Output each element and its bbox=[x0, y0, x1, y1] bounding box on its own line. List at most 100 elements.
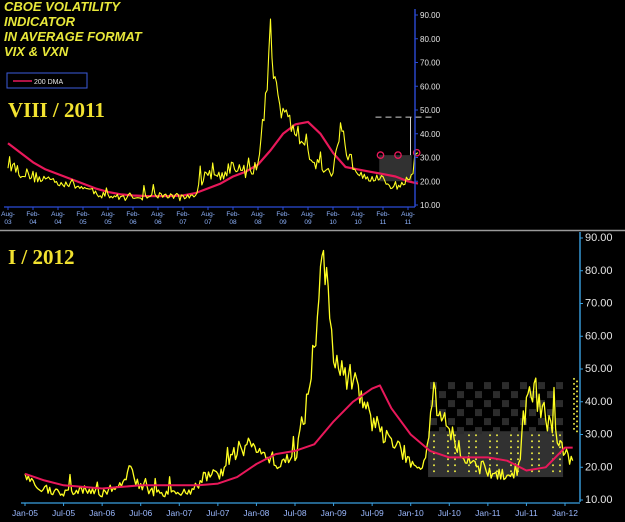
checker-cell bbox=[484, 382, 491, 390]
checker-cell bbox=[466, 418, 473, 426]
checker-cell bbox=[529, 391, 536, 399]
checker-cell bbox=[520, 400, 527, 408]
y-tick-label: 70.00 bbox=[585, 298, 613, 310]
dot-marker bbox=[576, 425, 578, 428]
y-tick-label: 80.00 bbox=[585, 265, 613, 277]
x-tick-label: 09 bbox=[304, 219, 312, 226]
checker-cell bbox=[484, 418, 491, 426]
x-tick-label: 09 bbox=[279, 219, 287, 226]
checker-cell bbox=[511, 391, 518, 399]
checker-cell bbox=[493, 427, 500, 435]
dot-marker bbox=[576, 420, 578, 423]
x-tick-label: 06 bbox=[129, 219, 137, 226]
dot-marker bbox=[433, 434, 435, 437]
dot-marker bbox=[538, 464, 540, 467]
dot-marker bbox=[531, 464, 533, 467]
dot-marker bbox=[496, 464, 498, 467]
dot-marker bbox=[496, 434, 498, 437]
x-tick-label: Aug- bbox=[101, 211, 115, 218]
x-tick-label: Feb- bbox=[326, 211, 339, 218]
dot-marker bbox=[510, 470, 512, 473]
checker-cell bbox=[511, 427, 518, 435]
pivot-circle-2 bbox=[412, 148, 421, 157]
bottom-y-axis: 10.00 20.00 30.00 40.00 50.00 60.00 70.00 80.00… bbox=[579, 232, 613, 506]
x-tick-label: Jul-10 bbox=[438, 508, 461, 518]
x-tick-label: 05 bbox=[104, 219, 112, 226]
checker-cell bbox=[538, 400, 545, 408]
dot-marker bbox=[510, 452, 512, 455]
dot-marker bbox=[531, 458, 533, 461]
y-tick-label: 60.00 bbox=[420, 82, 441, 91]
x-tick-label: Jul-07 bbox=[206, 508, 229, 518]
header-title-line-2: INDICATOR bbox=[4, 14, 76, 29]
x-tick-label: Aug- bbox=[151, 211, 165, 218]
dot-marker bbox=[496, 470, 498, 473]
x-tick-label: Jan-11 bbox=[475, 508, 501, 518]
bottom-ma-series bbox=[24, 384, 573, 490]
x-tick-label: 10 bbox=[329, 219, 337, 226]
dot-marker bbox=[489, 446, 491, 449]
dot-marker bbox=[454, 470, 456, 473]
y-tick-label: 60.00 bbox=[585, 330, 613, 342]
checker-cell bbox=[466, 400, 473, 408]
dot-marker bbox=[433, 440, 435, 443]
checker-cell bbox=[493, 391, 500, 399]
dot-marker bbox=[475, 452, 477, 455]
dot-marker bbox=[573, 412, 575, 415]
dot-marker bbox=[538, 458, 540, 461]
x-tick-label: Aug- bbox=[201, 211, 215, 218]
dot-marker bbox=[510, 464, 512, 467]
header-title-line-1: CBOE VOLATILITY bbox=[4, 0, 121, 14]
dot-marker bbox=[475, 434, 477, 437]
checker-cell bbox=[502, 382, 509, 390]
x-tick-label: 03 bbox=[4, 219, 12, 226]
checker-cell bbox=[448, 400, 455, 408]
checker-cell bbox=[547, 391, 554, 399]
checker-cell bbox=[520, 382, 527, 390]
y-tick-label: 20.00 bbox=[585, 461, 613, 473]
x-tick-label: Feb- bbox=[376, 211, 389, 218]
y-tick-label: 30.00 bbox=[585, 429, 613, 441]
dot-marker bbox=[454, 458, 456, 461]
dot-marker bbox=[447, 458, 449, 461]
bottom-panel-decorations bbox=[428, 377, 578, 478]
dot-marker bbox=[468, 434, 470, 437]
checker-cell bbox=[475, 391, 482, 399]
checker-cell bbox=[493, 409, 500, 417]
x-tick-label: Jul-09 bbox=[361, 508, 384, 518]
dot-marker bbox=[573, 377, 575, 380]
x-tick-label: Feb- bbox=[226, 211, 239, 218]
x-tick-label: Jul-06 bbox=[129, 508, 152, 518]
dot-marker bbox=[576, 405, 578, 408]
price-line bbox=[7, 18, 419, 202]
dot-marker bbox=[433, 464, 435, 467]
checker-cell bbox=[457, 409, 464, 417]
dot-marker bbox=[573, 422, 575, 425]
x-tick-label: Aug- bbox=[301, 211, 315, 218]
y-tick-label: 10.00 bbox=[420, 201, 441, 210]
bottom-x-axis: Jan-05 Jul-05 Jan-06 Jul-06 Jan-07 Jul-07 Jan-… bbox=[12, 502, 580, 518]
x-tick-label: Aug- bbox=[251, 211, 265, 218]
legend-box bbox=[6, 72, 88, 89]
dot-marker bbox=[573, 387, 575, 390]
dot-marker bbox=[573, 392, 575, 395]
dot-marker bbox=[510, 434, 512, 437]
x-tick-label: 04 bbox=[54, 219, 62, 226]
dot-marker bbox=[447, 440, 449, 443]
x-tick-label: 08 bbox=[229, 219, 237, 226]
dot-marker bbox=[489, 440, 491, 443]
checker-cell bbox=[502, 418, 509, 426]
checker-cell bbox=[475, 427, 482, 435]
dot-marker bbox=[468, 464, 470, 467]
dot-marker bbox=[531, 446, 533, 449]
dot-marker bbox=[576, 410, 578, 413]
checker-cell bbox=[457, 427, 464, 435]
checker-cell bbox=[430, 400, 437, 408]
dot-marker bbox=[576, 395, 578, 398]
y-tick-label: 80.00 bbox=[420, 35, 441, 44]
header-title-line-4: VIX & VXN bbox=[4, 44, 69, 59]
checker-cell bbox=[502, 400, 509, 408]
checker-cell bbox=[556, 400, 563, 408]
